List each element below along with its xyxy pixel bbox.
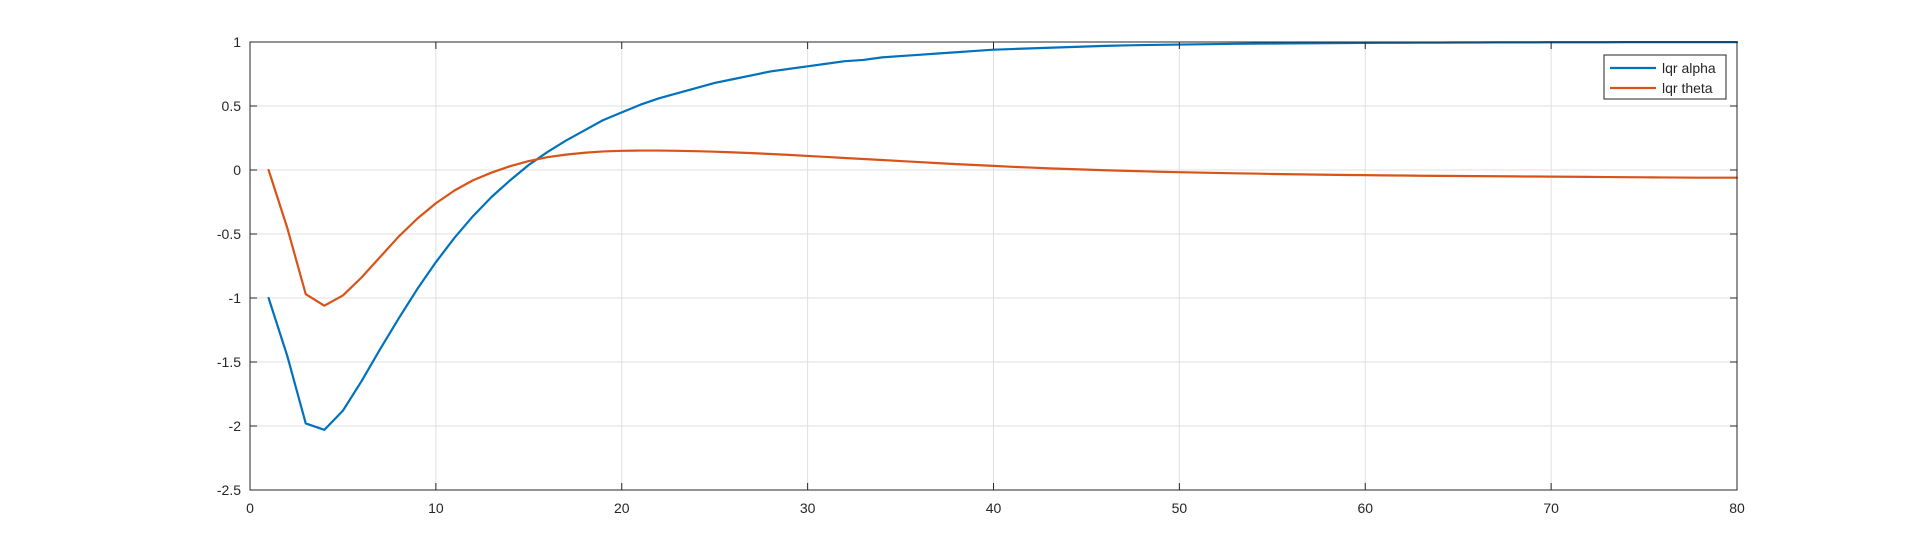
legend[interactable]: lqr alpha lqr theta: [1603, 54, 1727, 100]
legend-label: lqr alpha: [1662, 60, 1716, 76]
y-tick-label: -1: [229, 290, 242, 306]
y-tick-label: -2: [229, 418, 242, 434]
x-tick-label: 10: [428, 500, 444, 516]
x-tick-label: 50: [1172, 500, 1188, 516]
y-tick-label: 0.5: [222, 98, 242, 114]
x-tick-label: 40: [986, 500, 1002, 516]
x-tick-label: 60: [1357, 500, 1373, 516]
x-tick-label: 20: [614, 500, 630, 516]
x-tick-label: 80: [1729, 500, 1745, 516]
y-tick-label: 1: [233, 34, 241, 50]
legend-label: lqr theta: [1662, 80, 1713, 96]
x-tick-label: 0: [246, 500, 254, 516]
y-tick-label: -1.5: [217, 354, 241, 370]
grid-lines: [250, 42, 1737, 490]
y-tick-label: 0: [233, 162, 241, 178]
x-tick-label: 70: [1543, 500, 1559, 516]
x-tick-label: 30: [800, 500, 816, 516]
y-tick-label: -0.5: [217, 226, 241, 242]
y-tick-label: -2.5: [217, 482, 241, 498]
series-line-lqr-theta: [267, 149, 1739, 307]
tick-labels: 0 10 20 30 40 50 60 70 80 -2.5 -2 -1.5 -1 -0.5 0 0.5 1: [217, 34, 1745, 516]
legend-box: [1603, 54, 1727, 100]
axes: [249, 41, 1738, 491]
